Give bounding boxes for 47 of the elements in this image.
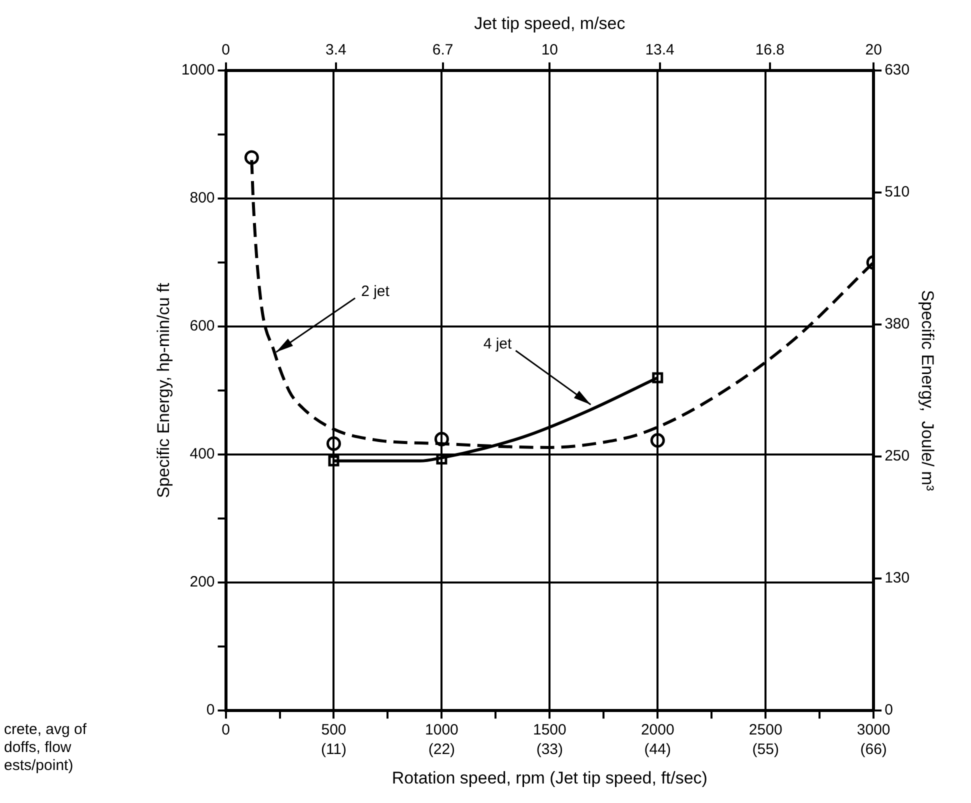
- y2-tick-label: 630: [884, 62, 910, 79]
- y2-tick-label: 250: [884, 448, 910, 465]
- x2-tick-label: 10: [541, 42, 558, 59]
- y2-tick-label: 130: [884, 570, 910, 587]
- text: (11): [320, 741, 347, 758]
- y-tick-label: 400: [190, 446, 215, 463]
- annotation: 2 jet: [361, 283, 390, 300]
- text: (44): [644, 741, 671, 758]
- x-tick-label: 2000: [640, 722, 674, 739]
- text: (22): [428, 741, 456, 758]
- text: (33): [536, 741, 564, 758]
- y2-tick-label: 380: [884, 316, 910, 333]
- x-tick-label: 0: [222, 722, 230, 739]
- x2-tick-label: 3.4: [325, 42, 346, 59]
- text: (66): [860, 741, 887, 758]
- y-tick-label: 1000: [181, 62, 215, 79]
- x2-axis-title: Jet tip speed, m/sec: [474, 14, 626, 33]
- x2-tick-label: 6.7: [432, 42, 454, 59]
- x-axis-title: Rotation speed, rpm (Jet tip speed, ft/sec): [392, 768, 708, 788]
- point: [328, 455, 340, 466]
- y2-axis-title: Specific Energy, Joule/ m³: [918, 290, 938, 492]
- point: [244, 150, 259, 165]
- point: [434, 432, 449, 446]
- y-tick-label: 0: [206, 702, 215, 719]
- text: ests/point): [4, 757, 74, 774]
- x-tick-label: 2500: [748, 722, 782, 739]
- y-tick-label: 800: [190, 190, 215, 207]
- text: crete, avg of: [4, 721, 88, 738]
- annotation: 4 jet: [483, 336, 513, 353]
- point: [650, 433, 665, 448]
- y2-tick-label: 510: [884, 183, 910, 200]
- x2-tick-label: 20: [865, 42, 882, 59]
- x2-tick-label: 13.4: [645, 42, 674, 59]
- y-tick-label: 200: [190, 574, 215, 591]
- y-axis-title: Specific Energy, hp-min/cu ft: [154, 282, 173, 498]
- x2-tick-label: 0: [222, 42, 230, 59]
- y2-tick-label: 0: [884, 702, 893, 719]
- y-tick-label: 600: [190, 318, 215, 335]
- text: doffs, flow: [4, 739, 72, 756]
- text: (55): [752, 741, 779, 758]
- x-tick-label: 1500: [532, 722, 566, 739]
- x-tick-label: 500: [321, 722, 346, 739]
- x-tick-label: 1000: [425, 722, 458, 739]
- point: [326, 436, 341, 451]
- x-tick-label: 3000: [856, 722, 890, 739]
- point: [652, 372, 664, 384]
- x2-tick-label: 16.8: [755, 42, 785, 59]
